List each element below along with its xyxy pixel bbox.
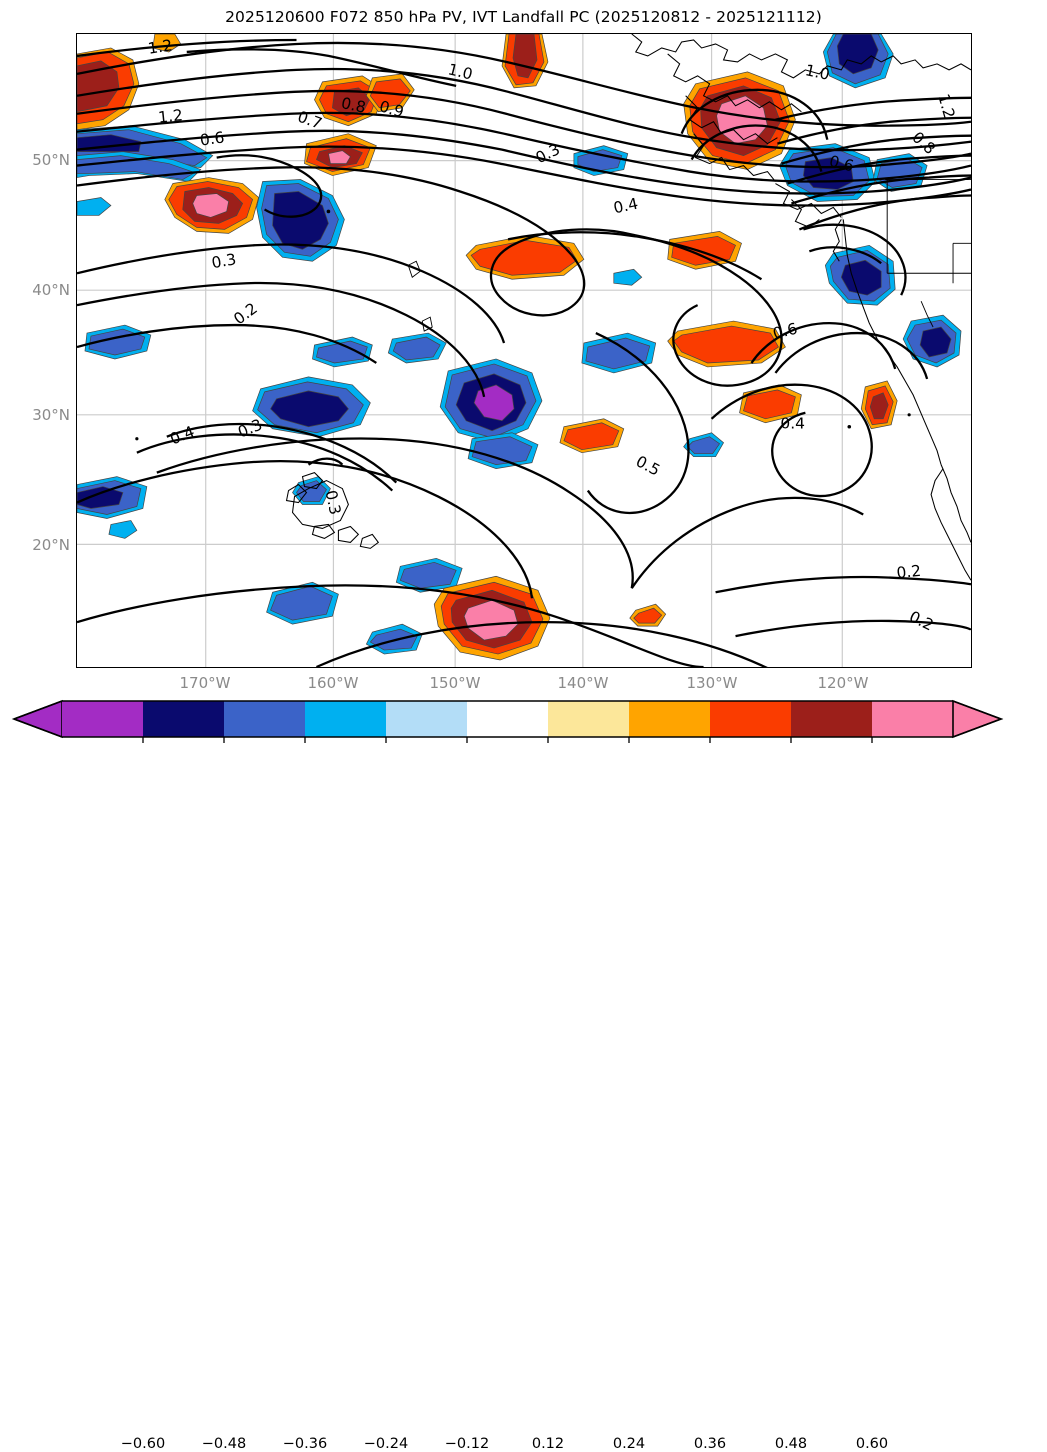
contour-label: 1.0	[804, 61, 832, 84]
colorbar-segments	[11, 699, 1004, 739]
lon-tick-label: 150°W	[429, 674, 481, 692]
contour-label: 0.2	[906, 608, 936, 635]
contour-label: 0.6	[827, 152, 855, 175]
svg-text:1.2: 1.2	[147, 36, 174, 58]
svg-text:0.6: 0.6	[827, 152, 855, 175]
colorbar-over-arrow	[952, 699, 1004, 739]
colorbar-svg	[11, 699, 1004, 743]
contour-label: 0.7	[295, 108, 324, 133]
svg-text:0.2: 0.2	[906, 608, 936, 635]
svg-text:0.6: 0.6	[771, 320, 799, 343]
contour-label: 0.4	[612, 195, 640, 218]
contour-label: 0.5	[633, 452, 663, 479]
contour-label: 0.4	[168, 423, 198, 449]
svg-text:1.2: 1.2	[157, 106, 183, 126]
colorbar-tick-label: −0.24	[363, 1436, 409, 1452]
lat-tick-label: 40°N	[32, 281, 70, 299]
contour-label: 1.2	[157, 106, 183, 126]
lon-tick-150w: 150°W	[430, 674, 481, 692]
map-canvas: 1.2 1.2 0.6 0.7 0.8 0.9 1.0 1.0 1.2 0.8 …	[77, 34, 971, 667]
svg-text:0.4: 0.4	[168, 423, 198, 449]
svg-text:0.4: 0.4	[612, 195, 640, 218]
colorbar-tick-label: 0.36	[693, 1436, 727, 1452]
colorbar-ticks	[142, 737, 873, 743]
svg-text:0.8: 0.8	[340, 94, 368, 117]
lon-tick-140w: 140°W	[558, 674, 609, 692]
map-plot-area[interactable]: 1.2 1.2 0.6 0.7 0.8 0.9 1.0 1.0 1.2 0.8 …	[76, 33, 972, 668]
colorbar-tick-label: −0.48	[201, 1436, 247, 1452]
svg-text:0.8: 0.8	[908, 128, 938, 158]
contour-label: 0.2	[896, 562, 922, 582]
colorbar-tick-label: 0.60	[855, 1436, 889, 1452]
contour-label: 0.6	[199, 128, 226, 149]
svg-text:1.0: 1.0	[804, 61, 832, 84]
svg-text:0.7: 0.7	[295, 108, 324, 133]
colorbar-tick-label: 0.48	[774, 1436, 808, 1452]
contour-label: 0.3	[235, 416, 265, 442]
pv-anomaly-shading	[77, 34, 962, 661]
figure-root: 2025120600 F072 850 hPa PV, IVT Landfall…	[0, 8, 1047, 1452]
lon-tick-170w: 170°W	[180, 674, 231, 692]
lat-tick-30n: 30°N	[0, 406, 70, 424]
colorbar[interactable]: −0.60 −0.48 −0.36 −0.24 −0.12 0.12 0.24 …	[0, 698, 1047, 1452]
svg-text:0.3: 0.3	[210, 250, 237, 272]
contour-label: 1.2	[934, 92, 958, 121]
ivt-pc-contours	[77, 38, 971, 667]
svg-text:0.3: 0.3	[235, 416, 265, 442]
colorbar-tick-label: −0.36	[282, 1436, 328, 1452]
contour-label: 0.3	[210, 250, 237, 272]
lon-tick-label: 160°W	[307, 674, 359, 692]
lat-tick-label: 50°N	[32, 151, 70, 169]
lon-tick-label: 130°W	[686, 674, 738, 692]
lon-tick-130w: 130°W	[687, 674, 738, 692]
lon-tick-label: 140°W	[557, 674, 609, 692]
lon-tick-120w: 120°W	[818, 674, 869, 692]
colorbar-tick-label: 0.12	[531, 1436, 565, 1452]
svg-text:1.2: 1.2	[934, 92, 958, 121]
svg-text:1.0: 1.0	[446, 60, 474, 83]
lat-tick-20n: 20°N	[0, 536, 70, 554]
lon-tick-160w: 160°W	[308, 674, 359, 692]
svg-text:0.4: 0.4	[780, 415, 805, 433]
colorbar-tick-label: −0.60	[120, 1436, 166, 1452]
colorbar-tick-label: −0.12	[444, 1436, 490, 1452]
lat-tick-50n: 50°N	[0, 151, 70, 169]
contour-label: 0.8	[908, 128, 938, 158]
contour-label: 0.4	[780, 415, 805, 433]
lat-tick-label: 20°N	[32, 536, 70, 554]
contour-label: 0.6	[771, 320, 799, 343]
contour-label: 0.8	[340, 94, 368, 117]
lon-tick-label: 170°W	[179, 674, 231, 692]
lon-tick-label: 120°W	[817, 674, 869, 692]
svg-text:0.3: 0.3	[322, 489, 345, 517]
contour-label: 0.3	[322, 489, 345, 517]
svg-text:0.2: 0.2	[896, 562, 922, 582]
contour-label: 1.0	[446, 60, 474, 83]
svg-text:0.6: 0.6	[199, 128, 226, 149]
colorbar-tick-label: 0.24	[612, 1436, 646, 1452]
page-title: 2025120600 F072 850 hPa PV, IVT Landfall…	[225, 8, 822, 26]
svg-text:0.5: 0.5	[633, 452, 663, 479]
lat-tick-label: 30°N	[32, 406, 70, 424]
lat-tick-40n: 40°N	[0, 281, 70, 299]
contour-label: 1.2	[147, 36, 174, 58]
colorbar-under-arrow	[11, 699, 63, 739]
